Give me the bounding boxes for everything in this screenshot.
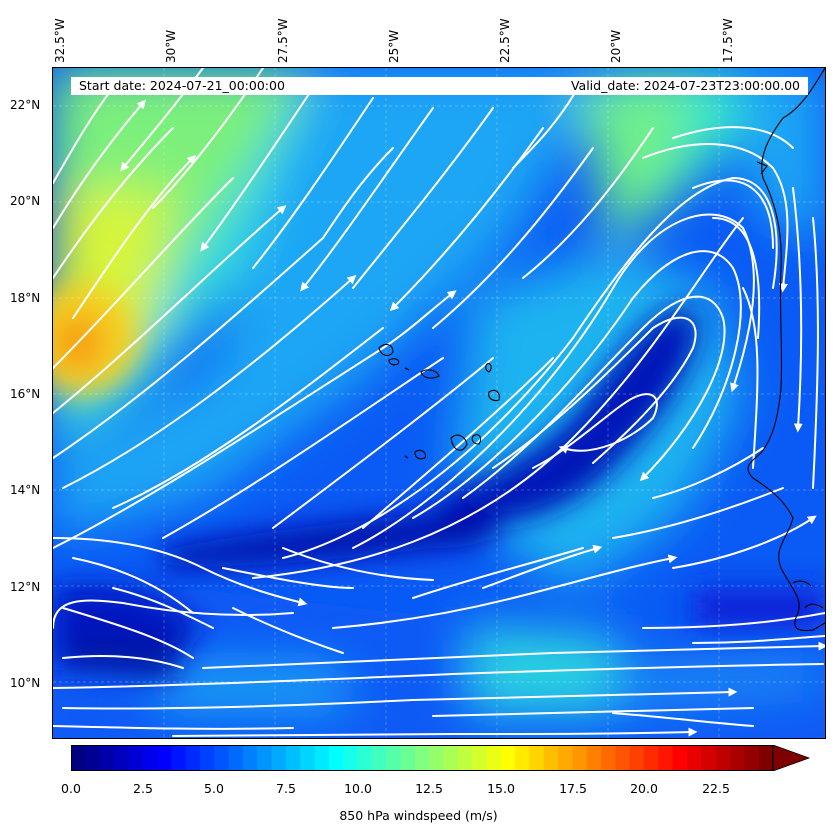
colorbar-bins: [71, 745, 774, 771]
colorbar-bin: [644, 745, 659, 771]
wind-map: [52, 67, 826, 739]
colorbar-bin: [586, 745, 602, 771]
lat-label-10n: 10°N: [10, 676, 41, 690]
valid-date-label: Valid_date: 2024-07-23T23:00:00.00: [570, 78, 800, 93]
colorbar-extend-arrow: [772, 745, 811, 771]
colorbar-bin: [658, 745, 674, 771]
colorbar-tick-15: 15.0: [487, 781, 515, 796]
colorbar-bin: [486, 745, 502, 771]
lon-label-30w: 30°W: [164, 29, 178, 63]
colorbar-bin: [515, 745, 531, 771]
colorbar-bin: [744, 745, 760, 771]
windspeed-field: [53, 68, 825, 738]
lat-label-22n: 22°N: [10, 98, 41, 112]
colorbar-tick-5: 5.0: [204, 781, 224, 796]
colorbar-bin: [715, 745, 731, 771]
colorbar-bin: [300, 745, 316, 771]
wind-map-canvas: [53, 68, 825, 738]
lon-label-25w: 25°W: [387, 29, 401, 63]
colorbar-bin: [529, 745, 545, 771]
colorbar-tick-7-5: 7.5: [276, 781, 296, 796]
lat-label-20n: 20°N: [10, 194, 41, 208]
colorbar-bin: [328, 745, 344, 771]
lon-label-32-5w: 32.5°W: [53, 18, 67, 63]
lon-label-20w: 20°W: [609, 29, 623, 63]
colorbar-bin: [156, 745, 172, 771]
colorbar-bin: [701, 745, 717, 771]
colorbar-bin: [414, 745, 430, 771]
date-info-box: Start date: 2024-07-21_00:00:00 Valid_da…: [71, 77, 808, 95]
colorbar-bin: [629, 745, 645, 771]
coastlines: [378, 68, 825, 632]
colorbar-bin: [572, 745, 588, 771]
colorbar-title: 850 hPa windspeed (m/s): [339, 808, 498, 823]
colorbar-bin: [429, 745, 445, 771]
colorbar-bin: [601, 745, 617, 771]
colorbar-bin: [142, 745, 158, 771]
colorbar-bin: [500, 745, 516, 771]
colorbar-bin: [214, 745, 230, 771]
colorbar-bin: [242, 745, 258, 771]
colorbar-tick-12-5: 12.5: [415, 781, 443, 796]
lat-label-12n: 12°N: [10, 580, 41, 594]
lon-label-27-5w: 27.5°W: [276, 18, 290, 63]
colorbar-bin: [543, 745, 559, 771]
colorbar-bin: [271, 745, 287, 771]
colorbar-tick-20: 20.0: [630, 781, 658, 796]
colorbar-tick-2-5: 2.5: [133, 781, 153, 796]
lat-label-14n: 14°N: [10, 483, 41, 497]
colorbar-bin: [386, 745, 402, 771]
colorbar-bin: [199, 745, 215, 771]
start-date-label: Start date: 2024-07-21_00:00:00: [79, 78, 285, 93]
colorbar-bin: [758, 745, 774, 771]
colorbar-bin: [558, 745, 574, 771]
colorbar-bin: [443, 745, 459, 771]
colorbar-bin: [672, 745, 688, 771]
colorbar-bin: [85, 745, 101, 771]
colorbar-bin: [99, 745, 115, 771]
colorbar-tick-22-5: 22.5: [702, 781, 730, 796]
lon-label-17-5w: 17.5°W: [721, 18, 735, 63]
streamlines: [53, 68, 825, 737]
colorbar-bin: [343, 745, 359, 771]
colorbar-bin: [687, 745, 702, 771]
colorbar-bin: [357, 745, 373, 771]
colorbar-bin: [400, 745, 416, 771]
colorbar-bin: [228, 745, 244, 771]
colorbar-bin: [113, 745, 129, 771]
colorbar-bin: [171, 745, 187, 771]
colorbar-bin: [71, 745, 86, 771]
colorbar-bin: [128, 745, 144, 771]
colorbar-tick-0: 0.0: [61, 781, 81, 796]
colorbar-bin: [730, 745, 745, 771]
colorbar-bin: [371, 745, 387, 771]
colorbar-bin: [615, 745, 631, 771]
colorbar-bin: [457, 745, 473, 771]
colorbar-bin: [472, 745, 488, 771]
lat-label-18n: 18°N: [10, 291, 41, 305]
colorbar-bin: [257, 745, 273, 771]
colorbar: [71, 745, 811, 771]
colorbar-bin: [285, 745, 301, 771]
colorbar-bin: [185, 745, 201, 771]
colorbar-tick-10: 10.0: [344, 781, 372, 796]
lon-label-22-5w: 22.5°W: [498, 18, 512, 63]
lat-label-16n: 16°N: [10, 387, 41, 401]
colorbar-bin: [314, 745, 330, 771]
colorbar-tick-17-5: 17.5: [559, 781, 587, 796]
